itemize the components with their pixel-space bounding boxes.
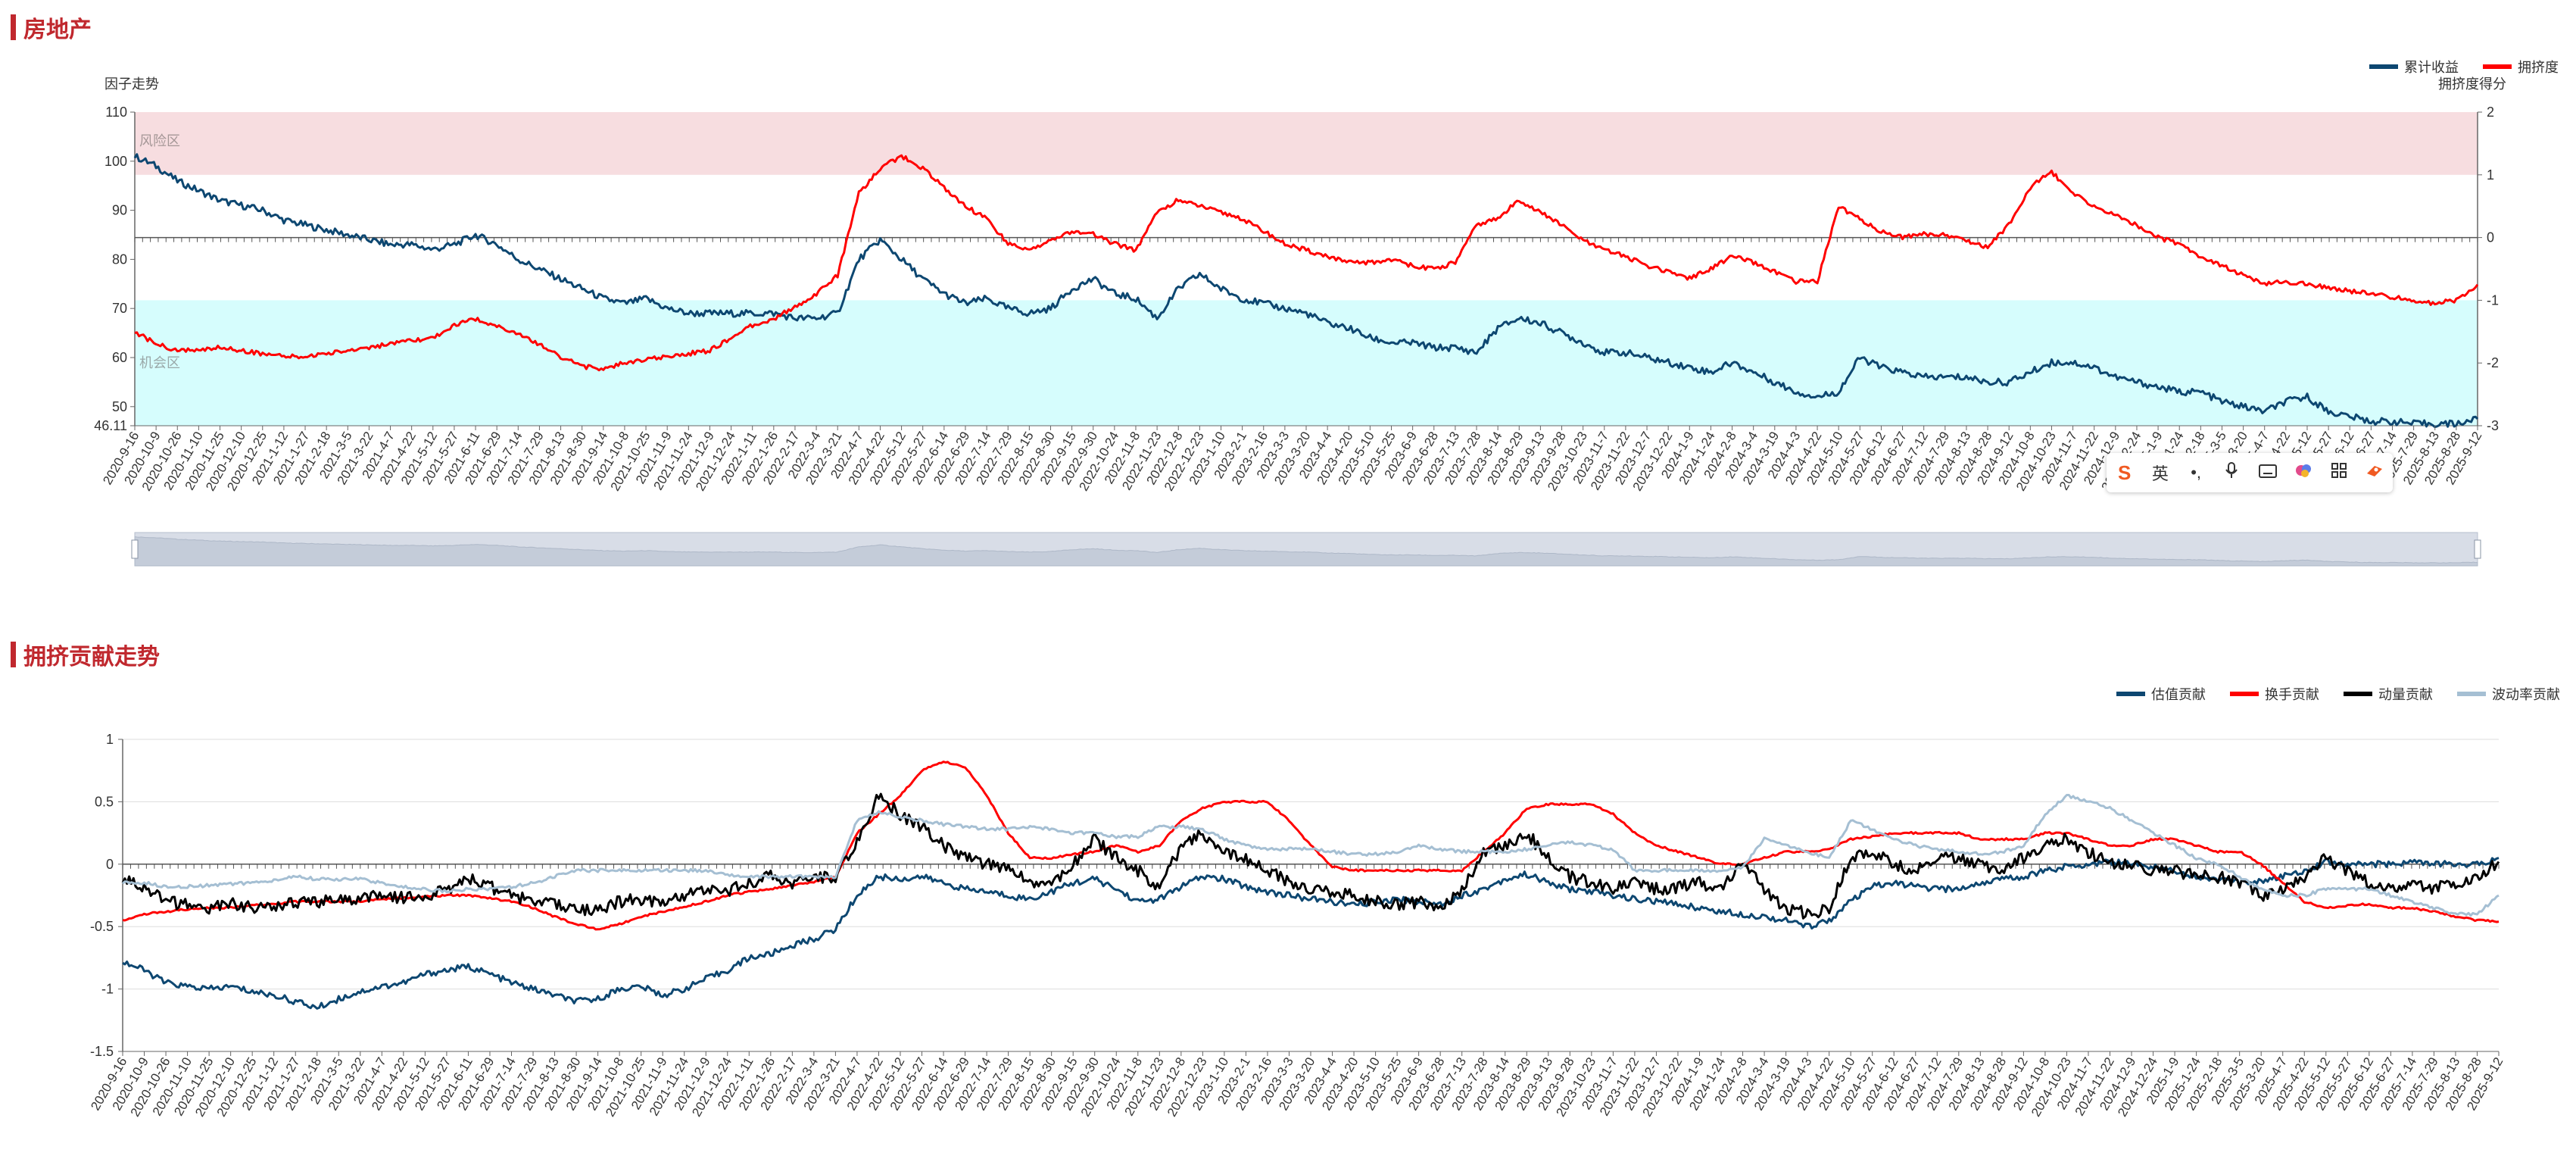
series-line-0 xyxy=(122,857,2500,1010)
right-axis-title: 拥挤度得分 xyxy=(2438,77,2506,92)
opportunity-zone-label: 机会区 xyxy=(139,355,180,370)
y-tick-label: 1 xyxy=(106,732,114,747)
title-accent-bar xyxy=(11,642,16,667)
right-tick-label: -1 xyxy=(2487,292,2499,308)
series-line-1 xyxy=(134,154,2479,372)
data-zoom-shadow xyxy=(134,536,2478,567)
title-accent-bar xyxy=(11,14,16,40)
series-line-0 xyxy=(133,153,2479,429)
section-title-crowding: 拥挤贡献走势 xyxy=(11,638,160,671)
right-tick-label: 2 xyxy=(2487,105,2494,120)
left-tick-label: 50 xyxy=(112,399,127,414)
legend-label: 估值贡献 xyxy=(2151,687,2206,702)
punctuation-icon[interactable]: •, xyxy=(2191,463,2202,482)
y-tick-label: -1.5 xyxy=(90,1044,114,1059)
legend-label: 累计收益 xyxy=(2404,60,2459,75)
y-tick-label: -0.5 xyxy=(90,919,114,934)
left-tick-label: 46.11 xyxy=(94,418,127,433)
left-axis-title: 因子走势 xyxy=(104,77,159,92)
section-title: 拥挤贡献走势 xyxy=(23,645,160,670)
legend-label: 拥挤度 xyxy=(2518,60,2559,75)
right-tick-label: -3 xyxy=(2487,418,2499,433)
data-zoom-handle-left xyxy=(131,539,139,559)
right-tick-label: 0 xyxy=(2487,230,2494,245)
legend-label: 换手贡献 xyxy=(2265,687,2319,702)
sogou-logo-icon[interactable]: S xyxy=(2117,461,2132,484)
page-title: 房地产 xyxy=(23,17,92,42)
right-tick-label: -2 xyxy=(2487,355,2499,370)
opportunity-zone xyxy=(135,300,2478,426)
left-tick-label: 70 xyxy=(112,301,127,316)
microphone-icon[interactable] xyxy=(2218,462,2245,483)
left-tick-label: 80 xyxy=(112,251,127,267)
keyboard-icon[interactable] xyxy=(2254,463,2281,483)
grid-icon[interactable] xyxy=(2325,462,2353,483)
y-tick-label: -1 xyxy=(101,982,114,997)
legend-label: 动量贡献 xyxy=(2378,687,2433,702)
y-tick-label: 0.5 xyxy=(95,794,114,809)
data-zoom-handle-right xyxy=(2474,539,2481,559)
series-line-1 xyxy=(122,761,2500,931)
right-tick-label: 1 xyxy=(2487,167,2494,183)
ime-toolbar[interactable]: S 英 •, xyxy=(2107,453,2393,492)
series-line-2 xyxy=(121,792,2500,920)
left-tick-label: 110 xyxy=(105,105,127,120)
section-title-real-estate: 房地产 xyxy=(11,11,92,44)
y-tick-label: 0 xyxy=(106,857,114,872)
left-tick-label: 90 xyxy=(112,203,127,218)
series-line-3 xyxy=(122,794,2500,917)
crowding-contribution-chart: -1.5-1-0.500.512020-9-162020-10-92020-10… xyxy=(88,687,2560,1119)
left-tick-label: 60 xyxy=(112,350,127,365)
lang-toggle-icon[interactable]: 英 xyxy=(2151,464,2169,483)
legend-label: 波动率贡献 xyxy=(2492,687,2560,702)
tools-icon[interactable] xyxy=(2361,463,2388,483)
risk-zone xyxy=(135,112,2478,175)
skin-icon[interactable] xyxy=(2290,462,2317,483)
left-tick-label: 100 xyxy=(104,154,127,169)
risk-zone-label: 风险区 xyxy=(139,133,180,148)
